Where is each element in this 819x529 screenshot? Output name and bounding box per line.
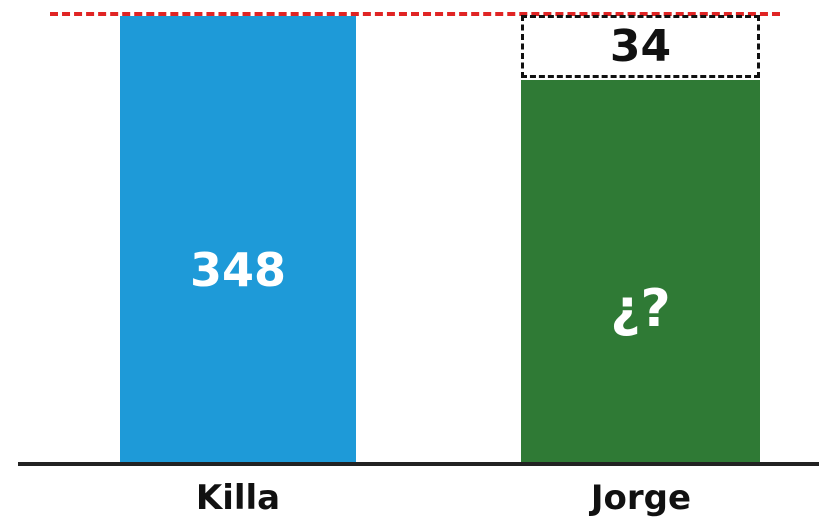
baseline-axis (18, 462, 819, 466)
bar-jorge: ¿? (521, 80, 760, 464)
difference-box: 34 (521, 15, 760, 78)
reference-line (50, 12, 780, 16)
bar-jorge-value: ¿? (610, 279, 671, 339)
bar-killa-value: 348 (189, 243, 287, 297)
category-label-killa: Killa (195, 478, 281, 518)
bar-killa: 348 (120, 16, 356, 464)
category-label-jorge: Jorge (590, 478, 692, 518)
difference-value: 34 (609, 21, 672, 72)
